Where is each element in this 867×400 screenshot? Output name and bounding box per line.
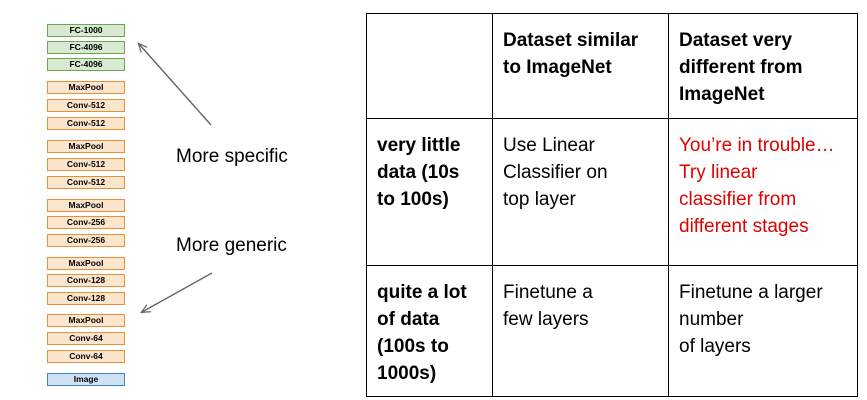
layer-fc-4096: FC-4096 bbox=[47, 41, 125, 54]
layer-image-input: Image bbox=[47, 373, 125, 386]
layer-conv-64: Conv-64 bbox=[47, 332, 125, 345]
layer-maxpool: MaxPool bbox=[47, 199, 125, 212]
layer-conv-64: Conv-64 bbox=[47, 350, 125, 363]
more-generic-label: More generic bbox=[176, 235, 287, 256]
header-similar-dataset: Dataset similar to ImageNet bbox=[492, 13, 669, 119]
row-label-lots-data: quite a lot of data (100s to 1000s) bbox=[366, 265, 493, 397]
table-header-row: Dataset similar to ImageNet Dataset very… bbox=[366, 13, 858, 119]
layer-conv-512: Conv-512 bbox=[47, 99, 125, 112]
layer-maxpool: MaxPool bbox=[47, 81, 125, 94]
cell-little-similar: Use Linear Classifier on top layer bbox=[492, 118, 669, 266]
layer-conv-512: Conv-512 bbox=[47, 117, 125, 130]
layer-conv-128: Conv-128 bbox=[47, 292, 125, 305]
cell-lots-different: Finetune a larger number of layers bbox=[668, 265, 858, 397]
table-row-little-data: very little data (10s to 100s) Use Linea… bbox=[366, 118, 858, 266]
layer-fc-1000: FC-1000 bbox=[47, 24, 125, 37]
layer-conv-256: Conv-256 bbox=[47, 234, 125, 247]
layer-conv-128: Conv-128 bbox=[47, 274, 125, 287]
transfer-learning-table: Dataset similar to ImageNet Dataset very… bbox=[366, 13, 858, 397]
corner-cell bbox=[366, 13, 493, 119]
more-specific-label: More specific bbox=[176, 146, 288, 167]
layer-conv-256: Conv-256 bbox=[47, 216, 125, 229]
layer-maxpool: MaxPool bbox=[47, 314, 125, 327]
arrow-up-icon bbox=[139, 44, 212, 126]
table-row-lots-data: quite a lot of data (100s to 1000s) Fine… bbox=[366, 265, 858, 397]
cell-little-different: You’re in trouble… Try linear classifier… bbox=[668, 118, 858, 266]
header-different-dataset: Dataset very different from ImageNet bbox=[668, 13, 858, 119]
cell-lots-similar: Finetune a few layers bbox=[492, 265, 669, 397]
layer-conv-512: Conv-512 bbox=[47, 176, 125, 189]
layer-fc-4096: FC-4096 bbox=[47, 58, 125, 71]
row-label-little-data: very little data (10s to 100s) bbox=[366, 118, 493, 266]
layer-maxpool: MaxPool bbox=[47, 257, 125, 270]
layer-conv-512: Conv-512 bbox=[47, 158, 125, 171]
layer-maxpool: MaxPool bbox=[47, 140, 125, 153]
arrow-down-icon bbox=[142, 272, 213, 312]
